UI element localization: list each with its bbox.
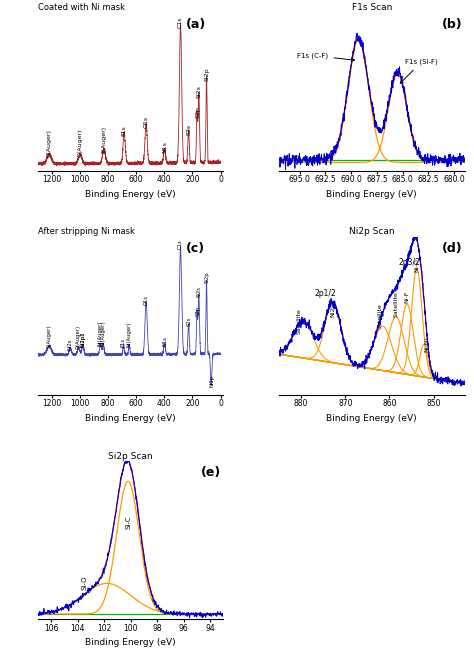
X-axis label: Binding Energy (eV): Binding Energy (eV) — [85, 414, 176, 423]
Text: S2s: S2s — [187, 317, 192, 327]
X-axis label: Binding Energy (eV): Binding Energy (eV) — [327, 414, 417, 423]
Text: 2p1/2: 2p1/2 — [315, 289, 336, 298]
X-axis label: Binding Energy (eV): Binding Energy (eV) — [327, 190, 417, 199]
Text: (a): (a) — [186, 18, 207, 31]
Text: Ni(Auger): Ni(Auger) — [100, 320, 105, 346]
Text: Ni2s: Ni2s — [68, 338, 73, 350]
Text: O(Auger): O(Auger) — [76, 325, 81, 349]
Text: Ni(Auger): Ni(Auger) — [127, 321, 131, 347]
Text: After stripping Ni mask: After stripping Ni mask — [38, 228, 135, 237]
Text: (d): (d) — [442, 242, 463, 255]
Text: F(Auger): F(Auger) — [101, 126, 107, 153]
Text: Ni-O: Ni-O — [414, 258, 419, 273]
Title: Si2p Scan: Si2p Scan — [109, 452, 153, 461]
Text: Ni(Auger): Ni(Auger) — [97, 320, 102, 346]
Text: Satellite: Satellite — [393, 291, 399, 317]
Text: (e): (e) — [201, 466, 221, 479]
Title: Ni2p Scan: Ni2p Scan — [349, 228, 394, 237]
Text: O1s: O1s — [144, 116, 149, 128]
Text: F1s (Si-F): F1s (Si-F) — [400, 59, 438, 83]
Text: O1s: O1s — [144, 295, 149, 305]
Text: Si2p: Si2p — [205, 67, 210, 81]
Text: Si2s: Si2s — [197, 85, 202, 98]
Text: Si2p: Si2p — [205, 272, 210, 284]
Text: Ni-F: Ni-F — [405, 290, 410, 303]
Text: N1s: N1s — [162, 336, 167, 346]
Text: Satellite: Satellite — [296, 308, 301, 334]
Text: O(Auger): O(Auger) — [78, 128, 82, 157]
Text: S2p: S2p — [195, 306, 201, 316]
Text: C1s: C1s — [178, 17, 183, 28]
Text: 2p3/2: 2p3/2 — [398, 258, 420, 267]
Text: Si-C: Si-C — [125, 515, 131, 529]
Text: Satellite: Satellite — [378, 303, 383, 329]
Text: Coated with Ni mask: Coated with Ni mask — [38, 3, 125, 12]
Text: S2s: S2s — [187, 124, 192, 135]
Text: C1s: C1s — [178, 239, 183, 249]
Text: Ni-Ni: Ni-Ni — [425, 336, 429, 352]
X-axis label: Binding Energy (eV): Binding Energy (eV) — [85, 638, 176, 647]
Text: Si-O: Si-O — [81, 576, 87, 590]
Text: Ni3p: Ni3p — [209, 375, 214, 387]
Text: F1s: F1s — [122, 126, 127, 136]
Text: F1s (C-F): F1s (C-F) — [297, 52, 355, 61]
Text: N1s: N1s — [162, 141, 167, 153]
Text: C(Auger): C(Auger) — [46, 129, 52, 157]
Text: Ni2p1: Ni2p1 — [81, 331, 85, 347]
Text: (b): (b) — [442, 18, 463, 31]
Text: (c): (c) — [186, 242, 205, 255]
Text: S2p: S2p — [195, 106, 201, 118]
Text: S(Auger): S(Auger) — [46, 325, 52, 348]
Text: F1s: F1s — [121, 338, 126, 347]
X-axis label: Binding Energy (eV): Binding Energy (eV) — [85, 190, 176, 199]
Text: Ni2+: Ni2+ — [330, 301, 336, 317]
Text: Si2s: Si2s — [197, 286, 202, 297]
Title: F1s Scan: F1s Scan — [352, 3, 392, 12]
Text: Ni2p3: Ni2p3 — [81, 331, 85, 347]
